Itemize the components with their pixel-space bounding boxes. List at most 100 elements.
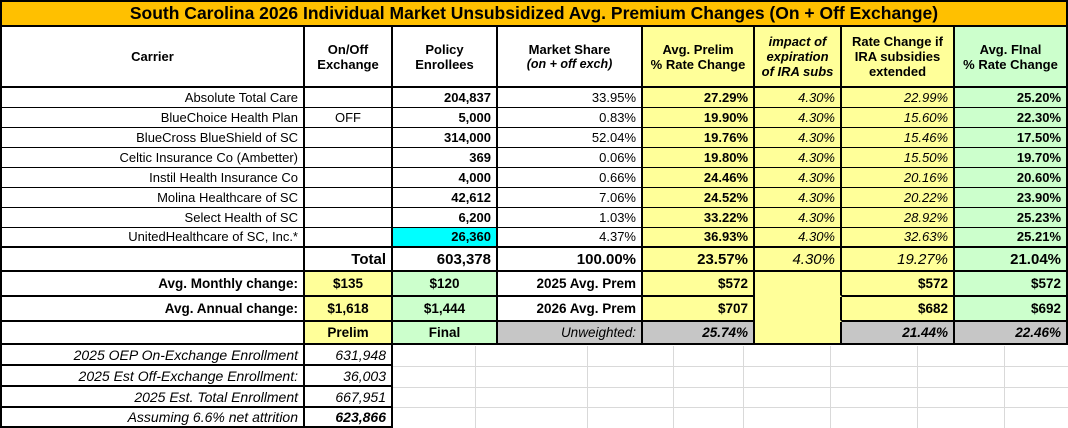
cell-final-rate: 25.20% [955,88,1068,108]
cell-rate-if-extended: 20.22% [842,188,955,208]
prem-2026-prelim: $707 [643,297,755,322]
header-carrier: Carrier [0,27,305,88]
total-label: Total [305,248,393,272]
header-market-share: Market Share (on + off exch) [498,27,643,88]
cell-ira-impact: 4.30% [755,208,842,228]
cell-exchange [305,208,393,228]
table-row: Select Health of SC 6,200 1.03% 33.22% 4… [0,208,1068,228]
cell-carrier: Molina Healthcare of SC [0,188,305,208]
cell-exchange [305,168,393,188]
cell-carrier: Celtic Insurance Co (Ambetter) [0,148,305,168]
cell-enrollees: 314,000 [393,128,498,148]
note-value: 36,003 [305,366,393,387]
cell-ira-impact: 4.30% [755,128,842,148]
total-market-share: 100.00% [498,248,643,272]
enrollment-note-row: 2025 Est. Total Enrollment 667,951 [0,387,1068,408]
table-row: Instil Health Insurance Co 4,000 0.66% 2… [0,168,1068,188]
unweighted-ira: 21.44% [842,322,955,345]
ira-impact-merged-cell [755,322,842,345]
cell-final-rate: 25.23% [955,208,1068,228]
cell-enrollees: 4,000 [393,168,498,188]
cell-ira-impact: 4.30% [755,148,842,168]
title-bar: South Carolina 2026 Individual Market Un… [0,0,1068,27]
cell-enrollees: 369 [393,148,498,168]
cell-exchange [305,148,393,168]
cell-rate-if-extended: 32.63% [842,228,955,248]
cell-market-share: 0.06% [498,148,643,168]
cell-market-share: 52.04% [498,128,643,148]
cell-enrollees-highlighted: 26,360 [393,228,498,248]
cell-final-rate: 25.21% [955,228,1068,248]
prem-2026-label: 2026 Avg. Prem [498,297,643,322]
note-value: 623,866 [305,408,393,428]
enrollment-note-row: 2025 OEP On-Exchange Enrollment 631,948 [0,345,1068,366]
cell-blank [0,322,305,345]
cell-market-share: 0.83% [498,108,643,128]
ira-impact-merged-cell [755,272,842,297]
unweighted-prelim: 25.74% [643,322,755,345]
monthly-change-prelim: $135 [305,272,393,297]
cell-exchange [305,88,393,108]
cell-carrier: BlueCross BlueShield of SC [0,128,305,148]
table-row: BlueChoice Health Plan OFF 5,000 0.83% 1… [0,108,1068,128]
cell-rate-if-extended: 15.46% [842,128,955,148]
ira-impact-merged-cell [755,297,842,322]
prem-2025-prelim: $572 [643,272,755,297]
note-value: 667,951 [305,387,393,408]
prelim-final-row: Prelim Final Unweighted: 25.74% 21.44% 2… [0,322,1068,345]
table-row: Celtic Insurance Co (Ambetter) 369 0.06%… [0,148,1068,168]
cell-final-rate: 23.90% [955,188,1068,208]
prem-2026-ira: $682 [842,297,955,322]
header-ira-impact: impact of expiration of IRA subs [755,27,842,88]
prem-2025-label: 2025 Avg. Prem [498,272,643,297]
cell-exchange [305,228,393,248]
cell-carrier: Select Health of SC [0,208,305,228]
avg-monthly-change-row: Avg. Monthly change: $135 $120 2025 Avg.… [0,272,1068,297]
cell-market-share: 0.66% [498,168,643,188]
page-title: South Carolina 2026 Individual Market Un… [129,3,939,23]
header-avg-prelim-rate: Avg. Prelim % Rate Change [643,27,755,88]
cell-exchange [305,128,393,148]
total-ira-impact: 4.30% [755,248,842,272]
cell-prelim-rate: 19.80% [643,148,755,168]
cell-rate-if-extended: 15.60% [842,108,955,128]
annual-change-prelim: $1,618 [305,297,393,322]
unweighted-final: 22.46% [955,322,1068,345]
table-row: Absolute Total Care 204,837 33.95% 27.29… [0,88,1068,108]
cell-rate-if-extended: 15.50% [842,148,955,168]
cell-carrier: BlueChoice Health Plan [0,108,305,128]
enrollment-note-row: 2025 Est Off-Exchange Enrollment: 36,003 [0,366,1068,387]
cell-prelim-rate: 36.93% [643,228,755,248]
cell-prelim-rate: 33.22% [643,208,755,228]
note-label: 2025 Est Off-Exchange Enrollment: [0,366,305,387]
cell-carrier: UnitedHealthcare of SC, Inc.* [0,228,305,248]
cell-prelim-rate: 19.90% [643,108,755,128]
header-market-share-label: Market Share [528,41,611,57]
cell-rate-if-extended: 22.99% [842,88,955,108]
note-label: 2025 Est. Total Enrollment [0,387,305,408]
note-value: 631,948 [305,345,393,366]
monthly-change-label: Avg. Monthly change: [0,272,305,297]
cell-final-rate: 20.60% [955,168,1068,188]
cell-exchange [305,188,393,208]
table-row: BlueCross BlueShield of SC 314,000 52.04… [0,128,1068,148]
cell-ira-impact: 4.30% [755,108,842,128]
header-market-share-sub: (on + off exch) [526,56,613,71]
cell-market-share: 33.95% [498,88,643,108]
cell-ira-impact: 4.30% [755,168,842,188]
unweighted-label: Unweighted: [498,322,643,345]
cell-rate-if-extended: 20.16% [842,168,955,188]
cell-carrier: Instil Health Insurance Co [0,168,305,188]
total-prelim-rate: 23.57% [643,248,755,272]
prelim-tag: Prelim [305,322,393,345]
total-enrollees: 603,378 [393,248,498,272]
header-rate-if-ira-extended: Rate Change if IRA subsidies extended [842,27,955,88]
total-row: Total 603,378 100.00% 23.57% 4.30% 19.27… [0,248,1068,272]
prem-2025-final: $572 [955,272,1068,297]
cell-prelim-rate: 24.46% [643,168,755,188]
cell-enrollees: 204,837 [393,88,498,108]
cell-ira-impact: 4.30% [755,188,842,208]
cell-blank [0,248,305,272]
total-final-rate: 21.04% [955,248,1068,272]
